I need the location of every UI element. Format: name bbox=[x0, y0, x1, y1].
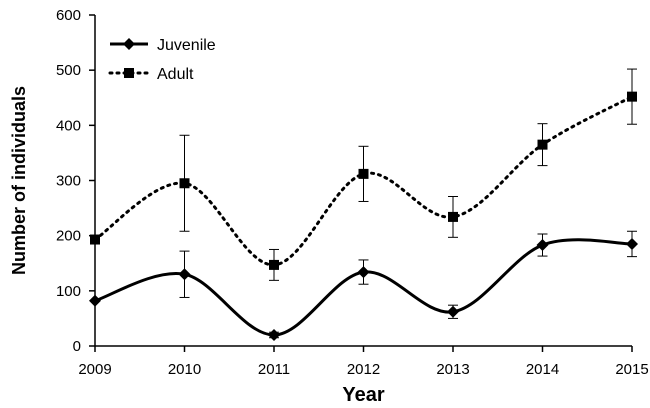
adult-marker bbox=[448, 211, 458, 222]
juvenile-marker bbox=[268, 328, 280, 341]
y-tick-label: 600 bbox=[56, 7, 81, 24]
legend-adult-marker bbox=[124, 68, 134, 78]
series-group bbox=[89, 68, 638, 341]
adult-marker bbox=[358, 168, 369, 179]
adult-marker bbox=[537, 139, 548, 150]
series-juvenile bbox=[89, 230, 638, 341]
legend-adult-label: Adult bbox=[157, 66, 194, 83]
x-tick-label: 2015 bbox=[615, 361, 648, 378]
adult-marker bbox=[627, 91, 637, 102]
juvenile-marker bbox=[626, 237, 638, 250]
adult-marker bbox=[269, 259, 279, 270]
legend-juvenile-label: Juvenile bbox=[157, 37, 216, 54]
legend-juvenile-marker bbox=[123, 38, 135, 50]
x-tick-label: 2009 bbox=[78, 361, 111, 378]
legend: Juvenile Adult bbox=[108, 37, 216, 83]
series-adult bbox=[90, 68, 637, 281]
y-tick-label: 0 bbox=[73, 338, 81, 355]
y-tick-label: 500 bbox=[56, 62, 81, 79]
y-tick-label: 300 bbox=[56, 173, 81, 190]
y-ticks: 0 100 200 300 400 500 600 bbox=[56, 7, 95, 355]
juvenile-marker bbox=[357, 266, 370, 279]
juvenile-marker bbox=[89, 294, 101, 307]
y-tick-label: 400 bbox=[56, 117, 81, 134]
adult-marker bbox=[90, 234, 100, 245]
adult-marker bbox=[179, 178, 190, 189]
y-tick-label: 100 bbox=[56, 283, 81, 300]
x-tick-label: 2012 bbox=[347, 361, 380, 378]
x-tick-label: 2013 bbox=[436, 361, 469, 378]
juvenile-marker bbox=[536, 239, 549, 252]
juvenile-marker bbox=[178, 268, 191, 281]
juvenile-marker bbox=[447, 305, 459, 318]
juvenile-line bbox=[94, 238, 633, 337]
y-axis-title: Number of individuals bbox=[9, 86, 29, 275]
x-tick-label: 2014 bbox=[526, 361, 559, 378]
x-tick-label: 2011 bbox=[258, 361, 290, 378]
x-ticks: 2009 2010 2011 2012 2013 2014 2015 bbox=[78, 346, 649, 378]
x-axis-title: Year bbox=[342, 384, 384, 406]
y-tick-label: 200 bbox=[56, 228, 81, 245]
x-tick-label: 2010 bbox=[168, 361, 201, 378]
